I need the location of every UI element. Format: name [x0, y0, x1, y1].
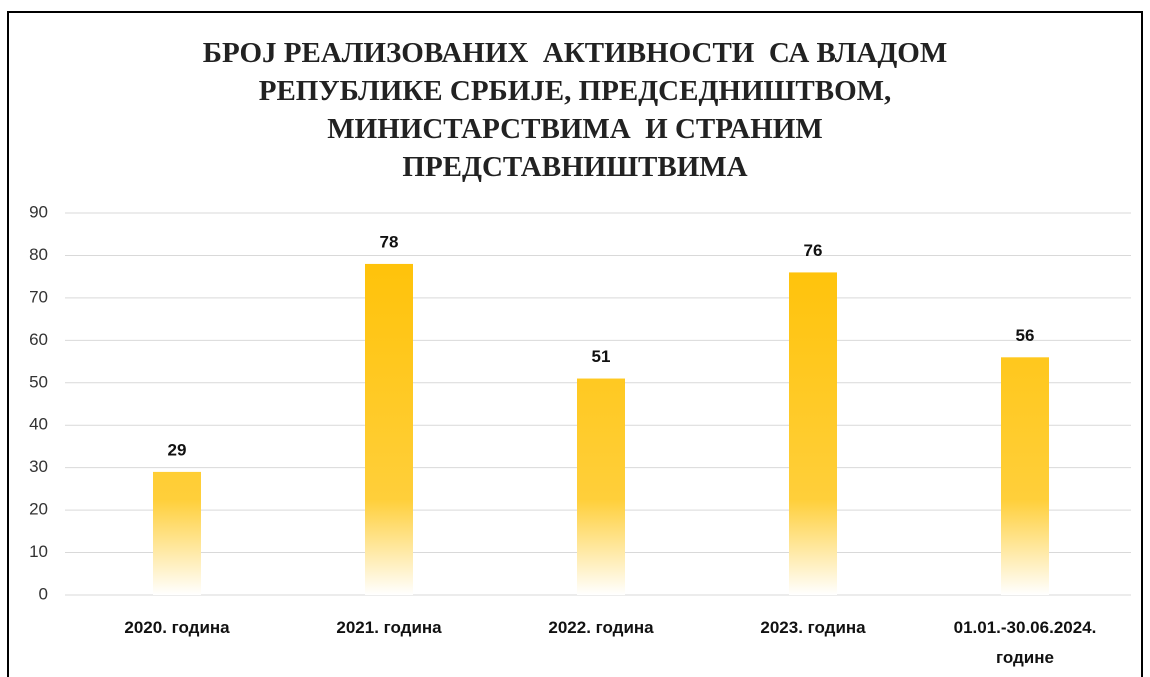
frame	[7, 11, 1143, 677]
x-tick-label: 2020. година	[124, 618, 230, 637]
y-tick-label: 10	[29, 542, 48, 561]
title-line: РЕПУБЛИКЕ СРБИЈЕ, ПРЕДСЕДНИШТВОМ,	[258, 75, 892, 107]
x-tick-label: 2022. година	[548, 618, 654, 637]
title-line: ПРЕДСТАВНИШТВИМА	[402, 151, 748, 183]
x-tick-label: 01.01.-30.06.2024. године	[953, 618, 1097, 667]
bar	[577, 378, 625, 595]
data-label: 29	[168, 440, 187, 459]
y-tick-label: 40	[29, 415, 48, 434]
y-tick-label: 30	[29, 457, 48, 476]
data-label: 78	[380, 232, 399, 251]
chart-title: БРОЈ РЕАЛИЗОВАНИХ АКТИВНОСТИ СА ВЛАДОМ РЕ…	[0, 34, 1150, 186]
title-line: МИНИСТАРСТВИМА И СТРАНИМ	[327, 113, 823, 145]
y-tick-label: 20	[29, 500, 48, 519]
data-label: 51	[592, 347, 611, 366]
y-tick-label: 70	[29, 287, 48, 306]
y-tick-label: 90	[29, 202, 48, 221]
bar	[789, 272, 837, 595]
bar	[1001, 357, 1049, 595]
data-label: 76	[804, 241, 823, 260]
title-line: БРОЈ РЕАЛИЗОВАНИХ АКТИВНОСТИ СА ВЛАДОМ	[202, 37, 948, 69]
y-tick-label: 60	[29, 330, 48, 349]
y-tick-label: 50	[29, 372, 48, 391]
bar	[153, 471, 201, 595]
x-tick-label: 2021. година	[336, 618, 442, 637]
bar	[365, 263, 413, 595]
x-tick-label: 2023. година	[760, 618, 866, 637]
y-tick-label: 80	[29, 245, 48, 264]
y-tick-label: 0	[39, 584, 48, 603]
data-label: 56	[1016, 326, 1035, 345]
